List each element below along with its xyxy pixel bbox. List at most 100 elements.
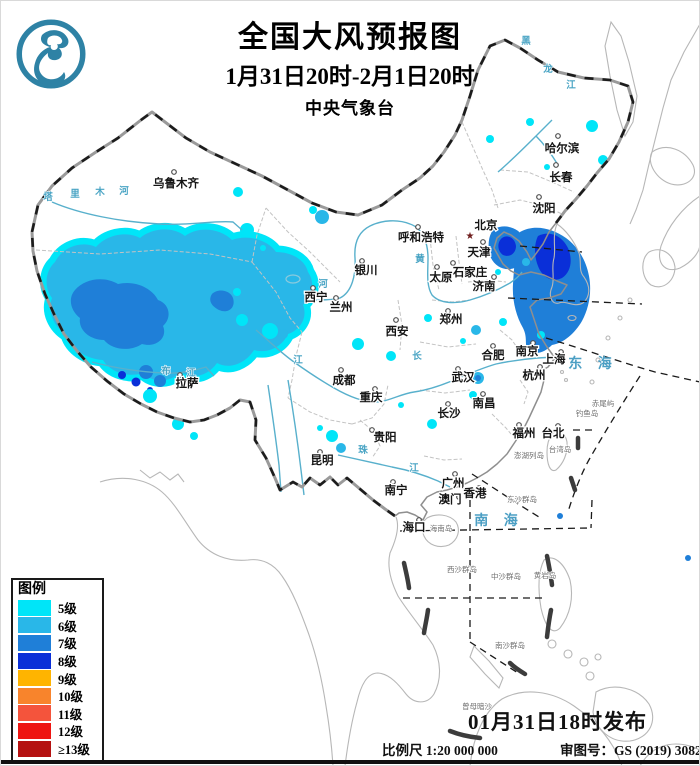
legend-rows: 5级 6级 7级 8级 9级 10级 11级 12级 ≥13级 — [18, 599, 102, 757]
maritime-boundary-layer — [399, 245, 700, 674]
city-label: 杭州 — [523, 368, 546, 382]
legend-label: 8级 — [58, 655, 77, 670]
legend-swatch — [18, 634, 51, 651]
island-label: 海南岛 — [430, 523, 453, 533]
legend-swatch — [18, 670, 51, 687]
legend-row: 8级 — [18, 652, 102, 670]
approval-number: 审图号：GS (2019) 3082号 — [560, 743, 700, 758]
wind-patch — [240, 223, 254, 237]
wind-patch — [460, 338, 466, 344]
city-marker — [393, 317, 399, 323]
river-label: 木 — [94, 186, 105, 198]
wind-patch — [317, 425, 323, 431]
city-label: 石家庄 — [452, 265, 488, 279]
city-label: 澳门 — [439, 492, 462, 506]
legend-row: 10级 — [18, 687, 102, 705]
cma-dragon-logo — [14, 17, 88, 91]
wind-patch-tibet-7 — [70, 279, 169, 349]
legend-swatch — [18, 740, 51, 757]
city-label: 广州 — [442, 476, 465, 490]
wind-patch — [386, 351, 396, 361]
river-label: 河 — [318, 278, 328, 290]
island-label: 澎湖列岛 — [514, 450, 544, 460]
city-label: 成都 — [333, 373, 356, 387]
city-label: 合肥 — [482, 348, 505, 362]
wind-patch — [118, 371, 126, 379]
city-marker — [372, 386, 378, 392]
foreign-coast-layer — [99, 20, 700, 766]
wind-area-layer — [40, 118, 691, 561]
city-label: 重庆 — [360, 390, 383, 404]
island-label: 钓鱼岛 — [576, 408, 599, 418]
city-marker — [537, 364, 543, 370]
city-label: 乌鲁木齐 — [153, 176, 199, 190]
city-label: 昆明 — [311, 453, 334, 467]
city-label: 兰州 — [330, 300, 353, 314]
wind-patch — [260, 245, 266, 251]
island-label: 黄岩岛 — [534, 570, 557, 580]
city-marker — [476, 485, 482, 491]
legend-label: 10级 — [58, 690, 84, 705]
city-marker — [450, 260, 456, 266]
city-label: 南宁 — [385, 483, 408, 497]
capital-star-marker: ★ — [466, 231, 475, 242]
city-label: 银川 — [355, 263, 378, 277]
wind-patch — [143, 389, 157, 403]
city-marker — [416, 517, 422, 523]
city-label: 太原 — [429, 270, 453, 284]
city-marker — [317, 449, 323, 455]
city-label: 济南 — [473, 279, 496, 293]
wind-patch — [469, 391, 477, 399]
wind-patch — [424, 314, 432, 322]
city-marker — [536, 194, 542, 200]
city-marker — [553, 162, 559, 168]
china-coastline — [394, 222, 568, 521]
legend-swatch — [18, 722, 51, 739]
city-label: 沈阳 — [533, 201, 556, 215]
river-label: 塔 — [43, 191, 53, 203]
national-border-layer — [30, 38, 635, 518]
city-marker — [390, 479, 396, 485]
city-label: 贵阳 — [374, 430, 397, 444]
city-marker — [555, 133, 561, 139]
province-border-layer — [35, 121, 575, 461]
city-label: 长沙 — [438, 406, 461, 420]
city-marker — [480, 391, 486, 397]
river-label: 长 — [412, 350, 422, 362]
wind-patch — [471, 325, 481, 335]
wind-patch — [190, 432, 198, 440]
city-marker — [310, 285, 316, 291]
city-label: 台北 — [542, 426, 565, 440]
legend-row: 12级 — [18, 722, 102, 740]
page-title: 全国大风预报图 — [238, 21, 462, 54]
river-label: 江 — [409, 462, 419, 474]
wind-patch — [154, 375, 166, 387]
city-marker — [434, 264, 440, 270]
legend-label: 9级 — [58, 672, 77, 687]
legend-label: 7级 — [58, 637, 77, 652]
wind-patch — [233, 187, 243, 197]
wind-patch — [495, 269, 501, 275]
legend-title: 图例 — [18, 582, 46, 597]
river-label: 河 — [119, 185, 129, 197]
wind-patch — [475, 375, 481, 381]
wind-patch — [398, 402, 404, 408]
city-marker — [455, 366, 461, 372]
wind-patch — [278, 329, 288, 339]
city-marker — [491, 274, 497, 280]
island-label: 台湾岛 — [549, 444, 572, 454]
legend-row: 5级 — [18, 599, 102, 617]
legend-label: 5级 — [58, 602, 77, 617]
river-label: 黄 — [415, 253, 425, 265]
city-marker — [415, 224, 421, 230]
wind-patch — [309, 206, 317, 214]
wind-patch — [427, 419, 437, 429]
island-label: 西沙群岛 — [447, 564, 477, 574]
wind-patch — [315, 210, 329, 224]
river-label: 江 — [566, 79, 576, 91]
legend-swatch — [18, 705, 51, 722]
city-marker — [490, 343, 496, 349]
city-label: 西宁 — [305, 290, 328, 304]
city-marker — [456, 494, 462, 500]
